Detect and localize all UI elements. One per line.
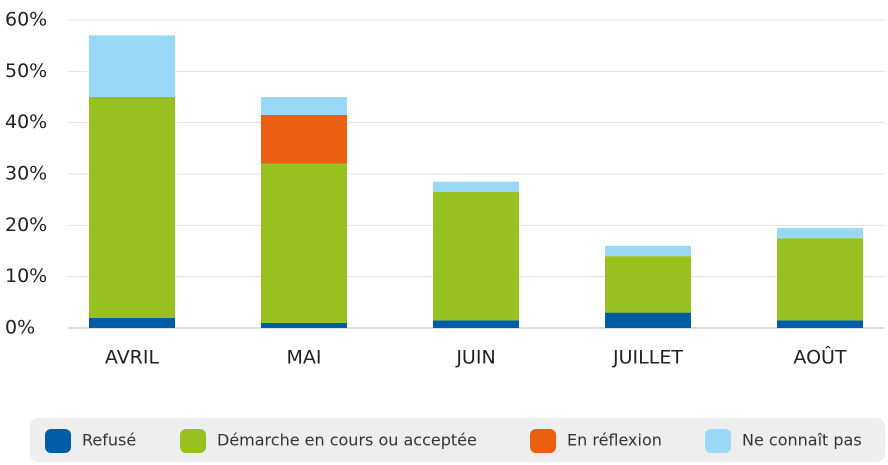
x-tick-label: MAI	[287, 347, 322, 369]
bar-segment	[261, 97, 347, 115]
bar-segment	[261, 163, 347, 323]
bar-segment	[261, 114, 347, 164]
x-tick-label: AVRIL	[105, 347, 160, 369]
bar-segment	[777, 238, 863, 321]
legend-label: Ne connaît pas	[742, 431, 862, 450]
bar-segment	[89, 97, 175, 318]
legend: Refusé Démarche en cours ou acceptée En ré…	[45, 429, 862, 453]
legend-swatch	[705, 429, 731, 453]
y-tick-label: 50%	[5, 60, 47, 82]
legend-label: En réflexion	[567, 431, 662, 450]
y-tick-label: 20%	[5, 214, 47, 236]
y-tick-label: 0%	[5, 317, 35, 339]
legend-label: Refusé	[82, 431, 136, 450]
legend-swatch	[530, 429, 556, 453]
bar-segment	[433, 181, 519, 192]
legend-label: Démarche en cours ou acceptée	[217, 431, 477, 450]
bar-segment	[777, 320, 863, 328]
y-tick-label: 10%	[5, 265, 47, 287]
y-tick-label: 40%	[5, 111, 47, 133]
y-tick-label: 30%	[5, 163, 47, 185]
bar-segment	[89, 35, 175, 97]
y-tick-label: 60%	[5, 9, 47, 31]
bar-segment	[605, 312, 691, 328]
bar-segment	[433, 191, 519, 321]
bar-segment	[261, 322, 347, 328]
x-tick-label: JUIN	[455, 347, 495, 369]
bar-segment	[89, 317, 175, 328]
legend-swatch	[45, 429, 71, 453]
bar-segment	[777, 227, 863, 239]
legend-box	[30, 418, 885, 462]
bar-segment	[605, 245, 691, 257]
x-tick-label: AOÛT	[793, 345, 847, 369]
legend-swatch	[180, 429, 206, 453]
bar-segment	[605, 256, 691, 313]
bar-segment	[433, 320, 519, 328]
x-tick-label: JUILLET	[612, 347, 683, 369]
